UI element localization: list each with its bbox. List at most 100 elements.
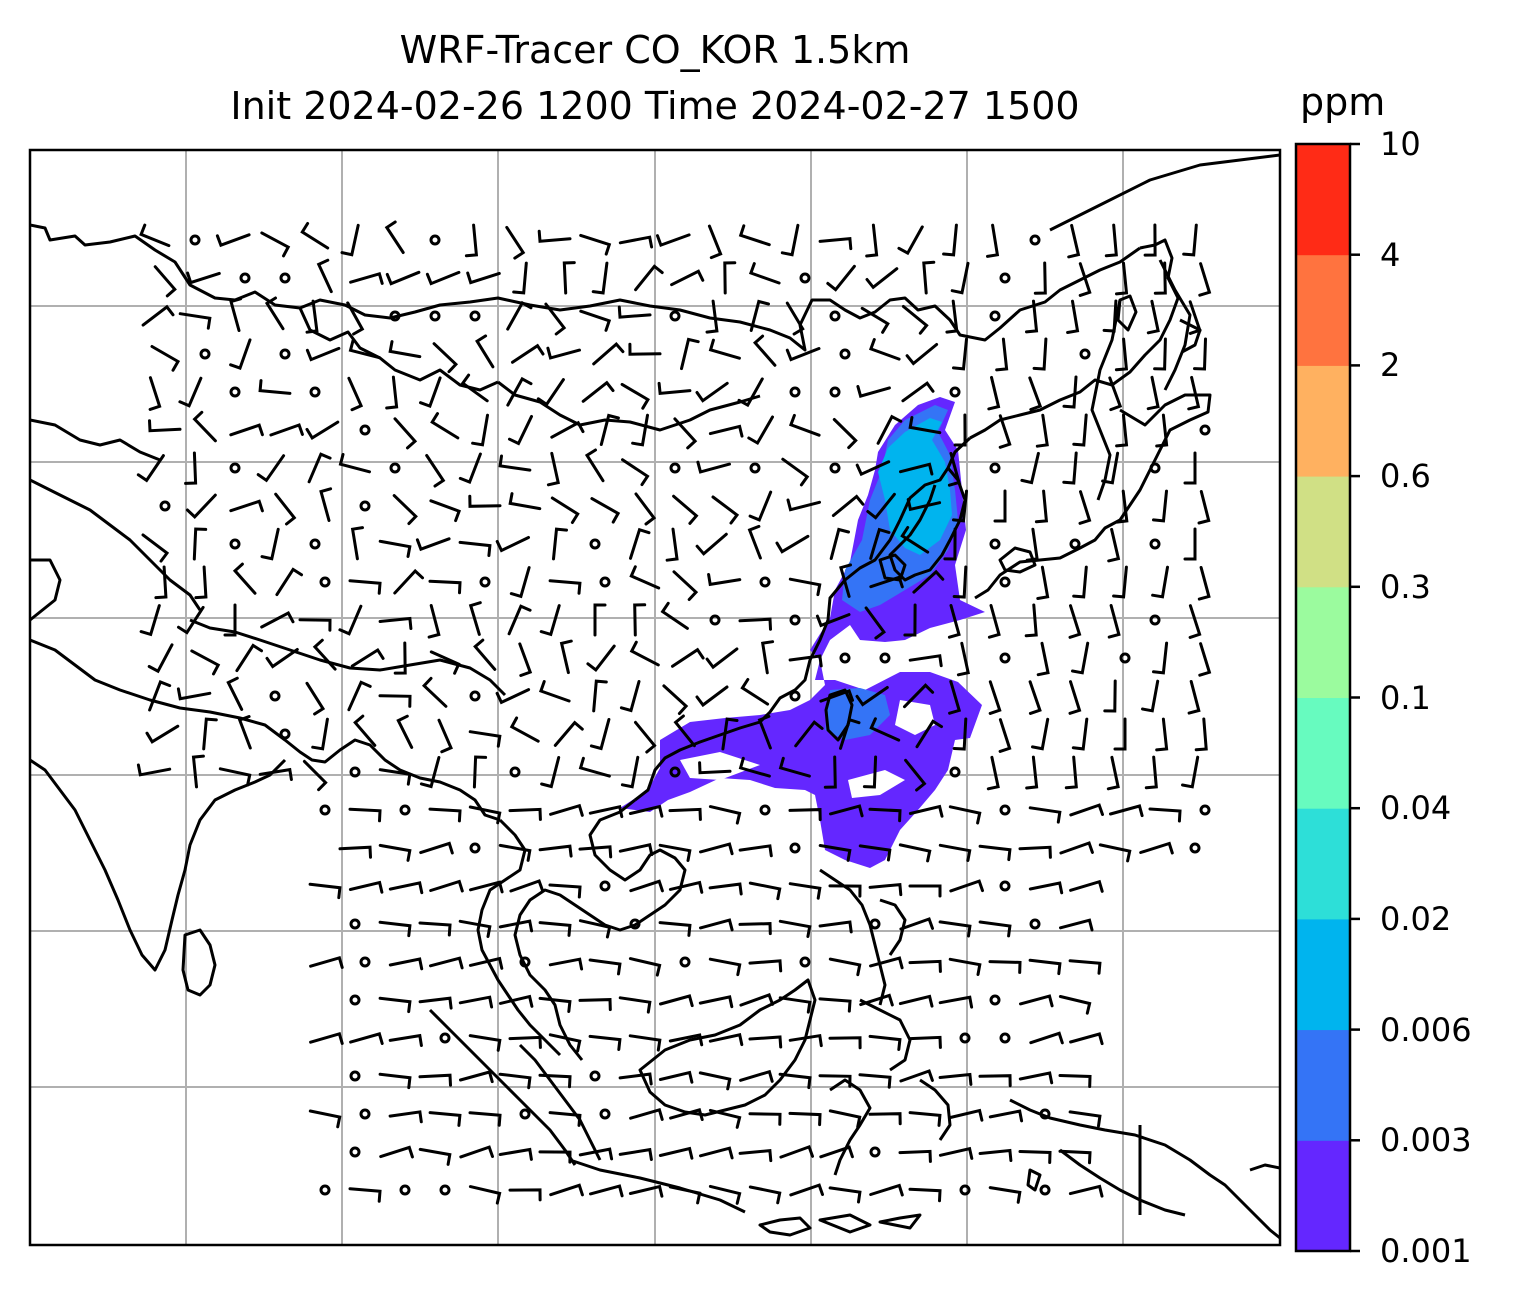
wind-barb — [908, 1035, 942, 1049]
wind-barb — [629, 640, 660, 667]
wind-barb — [378, 768, 412, 786]
calm-wind-marker — [279, 728, 291, 740]
wind-barb — [1151, 565, 1169, 599]
wind-barb — [779, 1144, 814, 1159]
wind-barb — [552, 527, 568, 561]
calm-wind-marker — [839, 652, 851, 664]
wind-barb — [978, 1074, 1012, 1088]
wind-barb — [473, 638, 497, 671]
wind-barb — [549, 1183, 584, 1197]
wind-barb — [620, 755, 640, 789]
wind-barb — [269, 423, 304, 437]
wind-barb — [1109, 804, 1144, 818]
calm-wind-marker — [989, 538, 1001, 550]
wind-barb — [147, 643, 174, 674]
wind-barb — [656, 233, 691, 248]
wind-barb — [550, 420, 585, 439]
wind-barb — [1078, 490, 1092, 525]
wind-barb — [1115, 261, 1129, 296]
wind-barb — [1033, 261, 1047, 295]
wind-barb — [658, 1146, 694, 1160]
wind-barb — [780, 223, 800, 257]
wind-barb — [618, 1072, 653, 1086]
wind-barb — [869, 575, 904, 589]
colorbar-segment — [1296, 918, 1350, 1031]
wind-barb — [536, 378, 565, 407]
wind-barb — [903, 603, 917, 637]
wind-barb — [388, 881, 424, 895]
wind-barb — [312, 638, 337, 671]
wind-barb — [672, 570, 699, 601]
calm-wind-marker — [679, 956, 691, 968]
calm-wind-marker — [799, 956, 811, 968]
wind-barb — [468, 494, 502, 508]
wind-barb — [429, 499, 462, 523]
wind-barb — [429, 650, 461, 675]
wind-barb — [711, 495, 740, 525]
wind-barb — [876, 414, 903, 445]
wind-barb — [826, 264, 856, 292]
calm-wind-marker — [349, 1070, 361, 1082]
wind-barb — [738, 756, 771, 778]
wind-barb — [628, 342, 662, 356]
wind-barb — [903, 683, 935, 709]
wind-barb — [458, 540, 492, 557]
wind-barb — [707, 224, 723, 260]
wind-barb — [229, 297, 243, 332]
wind-barb — [348, 1187, 382, 1203]
wind-barb — [588, 1034, 622, 1051]
wind-barb — [699, 918, 734, 932]
wind-barb — [1028, 680, 1042, 715]
wind-barb — [548, 579, 582, 595]
wind-barb — [546, 346, 581, 360]
calm-wind-marker — [869, 918, 881, 930]
wind-barb — [350, 526, 364, 561]
wind-barb — [274, 492, 297, 526]
wind-barb — [1148, 807, 1182, 823]
wind-barb — [508, 492, 542, 511]
calm-wind-marker — [989, 462, 1001, 474]
wind-barb — [1032, 337, 1048, 371]
wind-barb — [506, 300, 533, 331]
wind-barb — [419, 841, 454, 855]
wind-barb — [869, 956, 904, 970]
wind-barb — [1024, 603, 1038, 638]
wind-barb — [588, 805, 624, 819]
wind-barb — [235, 643, 263, 673]
colorbar-segment — [1296, 365, 1350, 477]
wind-barb — [223, 603, 237, 637]
wind-barb — [987, 375, 1001, 411]
wind-barb — [634, 264, 664, 292]
wind-barb — [419, 756, 441, 789]
wind-barb — [539, 604, 561, 637]
wind-barb — [392, 494, 418, 526]
wind-barb — [869, 717, 901, 742]
wind-barb — [468, 956, 504, 970]
wind-barb — [148, 376, 162, 411]
wind-barb — [458, 452, 482, 484]
wind-barb — [178, 312, 212, 330]
wind-barb — [1069, 879, 1104, 893]
wind-barb — [948, 957, 982, 976]
calm-wind-marker — [749, 462, 761, 474]
calm-wind-marker — [399, 1184, 411, 1196]
wind-barb — [511, 343, 545, 364]
tracer-plume — [620, 397, 985, 868]
wind-barb — [393, 568, 424, 595]
wind-barb — [922, 260, 936, 295]
wind-barb — [1059, 918, 1094, 932]
chart-title-line1: WRF-Tracer CO_KOR 1.5km — [399, 28, 911, 72]
wind-barb — [550, 496, 580, 524]
wind-barb — [468, 805, 502, 825]
wind-barb — [589, 1184, 624, 1198]
wind-barb — [1181, 755, 1200, 789]
colorbar-frame — [1294, 142, 1352, 1253]
wind-barb — [592, 679, 608, 713]
wind-barb — [378, 920, 412, 938]
calm-wind-marker — [1199, 424, 1211, 436]
wind-barb — [458, 995, 494, 1009]
wind-barb — [1031, 717, 1050, 751]
wind-barb — [908, 1111, 942, 1127]
wind-barb — [698, 761, 732, 775]
wind-barb — [579, 309, 612, 332]
